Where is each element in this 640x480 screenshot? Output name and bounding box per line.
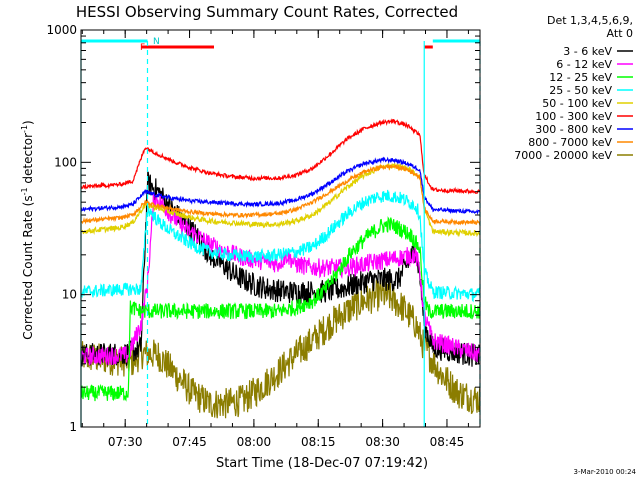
legend-label: 100 - 300 keV — [535, 110, 612, 123]
legend-label: 7000 - 20000 keV — [514, 149, 612, 162]
x-tick-label: 08:30 — [365, 435, 400, 449]
legend-label: 3 - 6 keV — [563, 45, 612, 58]
y-tick-label: 1000 — [46, 23, 77, 37]
legend-label: 800 - 7000 keV — [528, 136, 612, 149]
x-axis-label: Start Time (18-Dec-07 07:19:42) — [216, 456, 428, 471]
chart-title: HESSI Observing Summary Count Rates, Cor… — [76, 3, 458, 21]
plot-frame — [80, 29, 481, 428]
x-tick-label: 08:15 — [301, 435, 336, 449]
series-line-300-800-kev — [80, 156, 481, 216]
y-tick-label: 100 — [54, 155, 77, 169]
legend-label: 25 - 50 keV — [549, 84, 612, 97]
x-tick-label: 08:00 — [237, 435, 272, 449]
y-axis-label: Corrected Count Rate (s-1 detector-1) — [20, 120, 35, 339]
legend-header-detectors: Det 1,3,4,5,6,9, — [547, 14, 633, 27]
legend-label: 12 - 25 keV — [549, 71, 612, 84]
flare-flag-label: F — [140, 43, 145, 53]
night-flag-label: N — [153, 37, 160, 47]
axes-layer: 07:30 07:45 08:00 08:15 08:30 08:45 1 10 100 1000 — [46, 23, 480, 449]
y-tick-label: 1 — [69, 420, 77, 434]
footer-timestamp: 3-Mar-2010 00:24 — [574, 468, 637, 476]
series-line-100-300-kev — [80, 118, 481, 195]
y-tick-label: 10 — [62, 288, 77, 302]
x-tick-label: 07:45 — [172, 435, 207, 449]
flags-layer — [81, 39, 480, 49]
legend-label: 6 - 12 keV — [556, 58, 612, 71]
legend-label: 50 - 100 keV — [542, 97, 612, 110]
x-tick-label: 08:45 — [430, 435, 465, 449]
series-line-7000-20000-kev — [80, 279, 481, 419]
legend-header-attenuator: Att 0 — [607, 27, 633, 40]
legend-label: 300 - 800 keV — [535, 123, 612, 136]
x-tick-label: 07:30 — [108, 435, 143, 449]
